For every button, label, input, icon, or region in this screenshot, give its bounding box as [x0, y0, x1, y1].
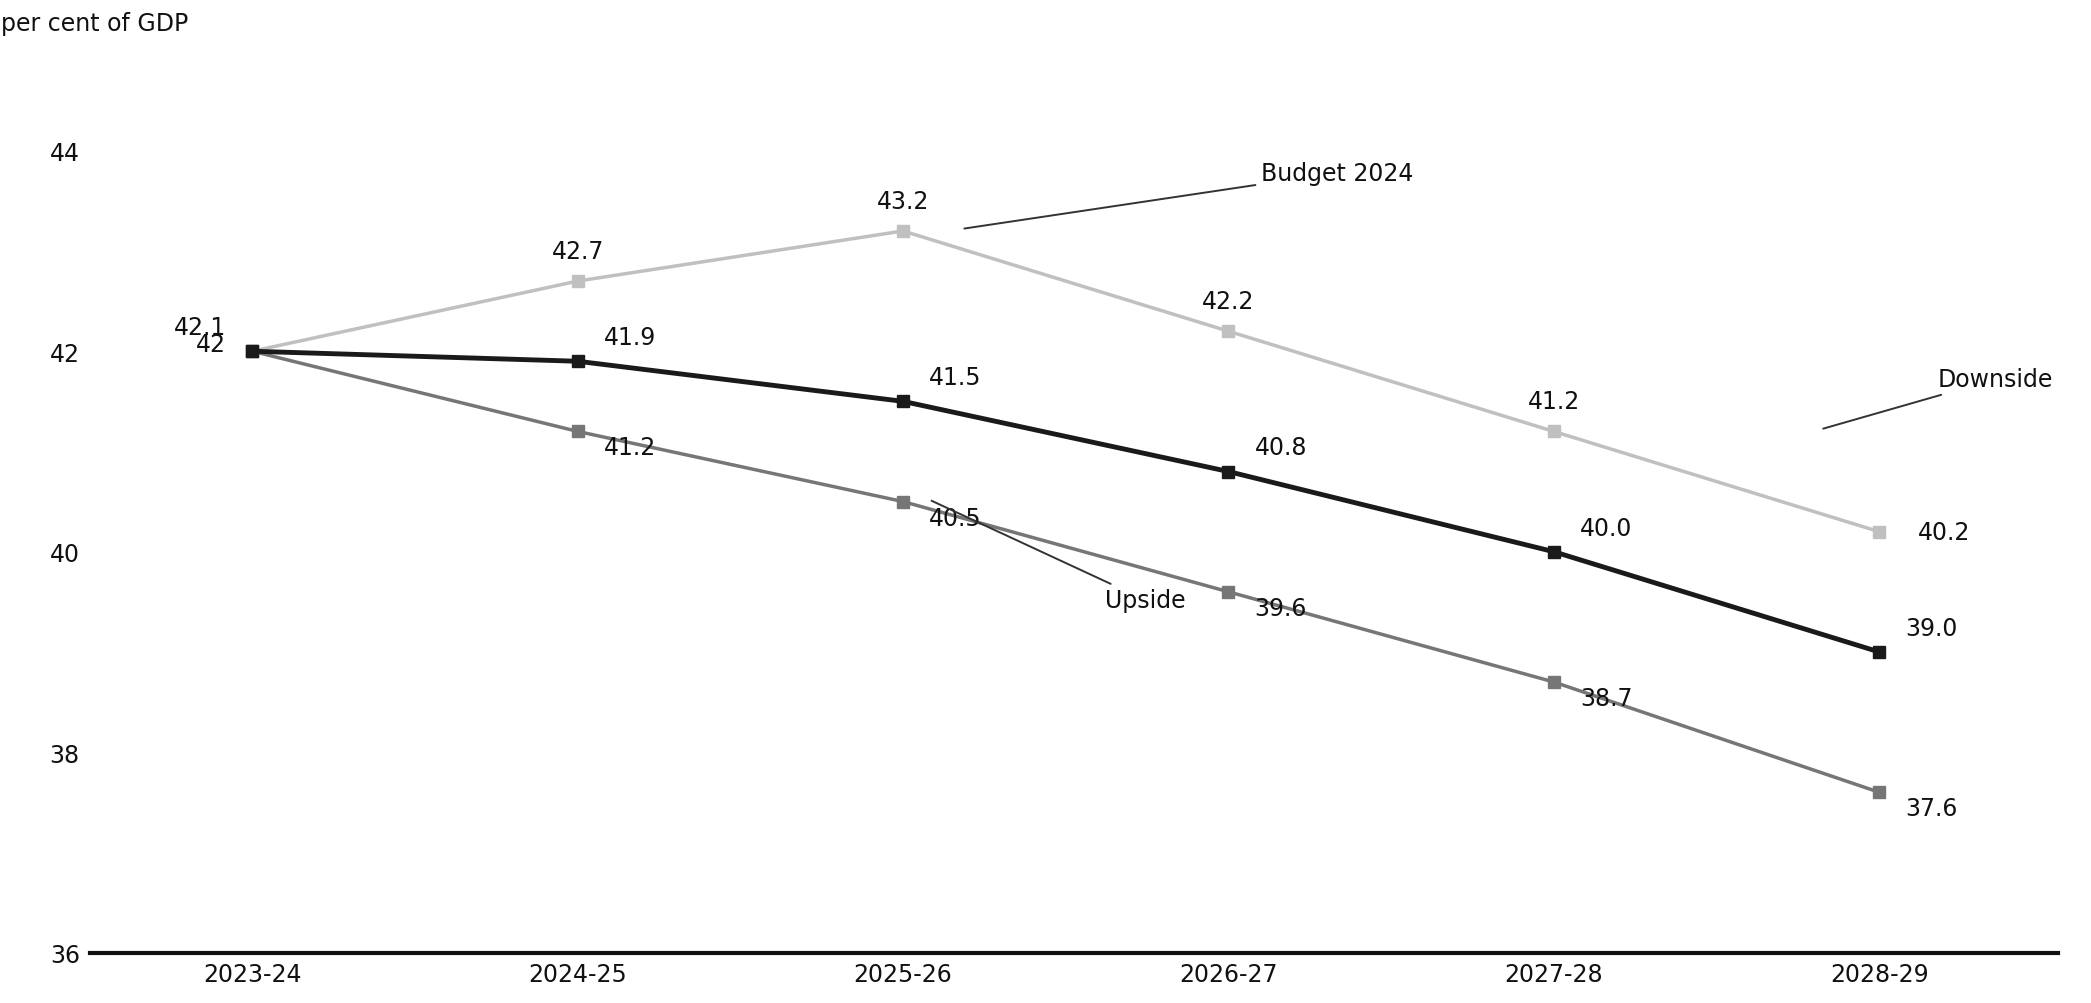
Text: 38.7: 38.7	[1581, 686, 1633, 710]
Text: 39.6: 39.6	[1255, 596, 1307, 620]
Text: 41.2: 41.2	[1529, 390, 1581, 414]
Text: Upside: Upside	[933, 502, 1186, 612]
Text: 42.2: 42.2	[1202, 290, 1255, 314]
Text: 40.8: 40.8	[1255, 436, 1307, 460]
Text: per cent of GDP: per cent of GDP	[0, 12, 188, 36]
Text: 42.1: 42.1	[174, 316, 226, 340]
Text: 41.5: 41.5	[928, 366, 981, 390]
Text: 40.2: 40.2	[1917, 521, 1970, 544]
Text: Budget 2024: Budget 2024	[964, 161, 1414, 230]
Text: 40.5: 40.5	[928, 507, 981, 531]
Text: 41.2: 41.2	[604, 436, 657, 460]
Text: 39.0: 39.0	[1905, 616, 1957, 640]
Text: 42.7: 42.7	[552, 240, 604, 264]
Text: 37.6: 37.6	[1905, 796, 1957, 820]
Text: 41.9: 41.9	[604, 326, 657, 350]
Text: 40.0: 40.0	[1581, 517, 1633, 541]
Text: 43.2: 43.2	[876, 190, 928, 214]
Text: Downside: Downside	[1823, 368, 2053, 429]
Text: 42: 42	[197, 333, 226, 357]
